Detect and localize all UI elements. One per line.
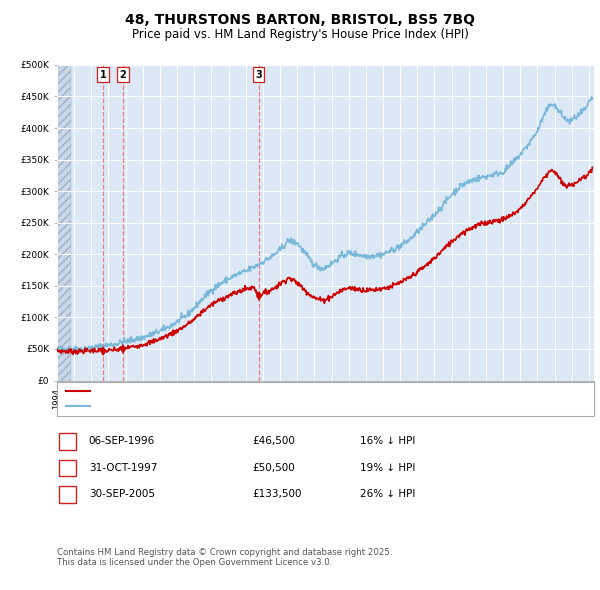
Text: HPI: Average price, semi-detached house, City of Bristol: HPI: Average price, semi-detached house,…: [94, 402, 360, 411]
Text: £46,500: £46,500: [252, 437, 295, 446]
Text: 3: 3: [255, 70, 262, 80]
Text: 26% ↓ HPI: 26% ↓ HPI: [360, 490, 415, 499]
Bar: [57, 65, 71, 381]
Text: 1: 1: [64, 437, 71, 446]
Text: 06-SEP-1996: 06-SEP-1996: [89, 437, 155, 446]
Text: 1: 1: [100, 70, 106, 80]
Text: 48, THURSTONS BARTON, BRISTOL, BS5 7BQ: 48, THURSTONS BARTON, BRISTOL, BS5 7BQ: [125, 13, 475, 27]
Text: £133,500: £133,500: [252, 490, 302, 499]
Text: 16% ↓ HPI: 16% ↓ HPI: [360, 437, 415, 446]
Text: 30-SEP-2005: 30-SEP-2005: [89, 490, 155, 499]
Bar: [57, 65, 71, 381]
Text: 31-OCT-1997: 31-OCT-1997: [89, 463, 157, 473]
Text: £50,500: £50,500: [252, 463, 295, 473]
Text: 2: 2: [64, 463, 71, 473]
Text: 3: 3: [64, 490, 71, 499]
Text: 2: 2: [119, 70, 126, 80]
Text: Contains HM Land Registry data © Crown copyright and database right 2025.
This d: Contains HM Land Registry data © Crown c…: [57, 548, 392, 567]
Text: 48, THURSTONS BARTON, BRISTOL, BS5 7BQ (semi-detached house): 48, THURSTONS BARTON, BRISTOL, BS5 7BQ (…: [94, 387, 419, 396]
Text: 19% ↓ HPI: 19% ↓ HPI: [360, 463, 415, 473]
Text: Price paid vs. HM Land Registry's House Price Index (HPI): Price paid vs. HM Land Registry's House …: [131, 28, 469, 41]
